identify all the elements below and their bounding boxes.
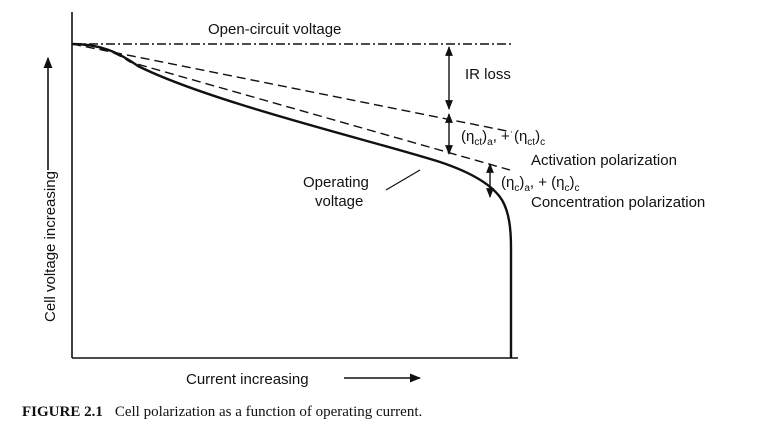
figure-number: FIGURE 2.1 (22, 404, 103, 420)
activation-line (71, 43, 511, 171)
operating-voltage-curve (71, 42, 513, 358)
concentration-eta: (ηc)a, + (ηc)c (501, 174, 580, 194)
operating-leader (385, 169, 421, 191)
activation-eta: (ηct)a, + (ηct)c (461, 128, 545, 148)
activation-label: Activation polarization (531, 152, 677, 169)
operating-label-line2: voltage (315, 193, 363, 210)
operating-label-line1: Operating (303, 174, 369, 191)
ir-loss-label: IR loss (465, 66, 511, 83)
y-axis-label: Cell voltage increasing (42, 171, 59, 322)
open-circuit-label: Open-circuit voltage (208, 21, 341, 38)
ir-loss-line (71, 43, 513, 133)
figure-caption: FIGURE 2.1 Cell polarization as a functio… (22, 404, 422, 420)
x-axis-label: Current increasing (186, 371, 309, 388)
concentration-label: Concentration polarization (531, 194, 705, 211)
figure-caption-text: Cell polarization as a function of opera… (115, 404, 422, 420)
